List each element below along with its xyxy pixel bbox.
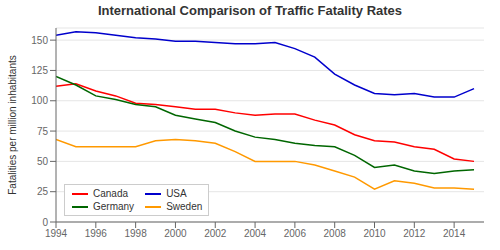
- svg-text:1994: 1994: [45, 228, 68, 239]
- html-text:Sweden: Sweden: [166, 201, 203, 212]
- svg-text:2012: 2012: [403, 228, 426, 239]
- html-text:USA: USA: [166, 188, 187, 199]
- svg-text:0: 0: [42, 217, 48, 228]
- html-text:International Comparison of Tr: International Comparison of Traffic Fata…: [97, 3, 403, 18]
- svg-text:150: 150: [31, 35, 48, 46]
- svg-text:50: 50: [37, 156, 49, 167]
- svg-text:2004: 2004: [244, 228, 267, 239]
- html-text:Germany: Germany: [93, 201, 135, 212]
- svg-text:75: 75: [37, 126, 49, 137]
- svg-text:25: 25: [37, 186, 49, 197]
- svg-text:2000: 2000: [164, 228, 187, 239]
- svg-text:2002: 2002: [204, 228, 227, 239]
- svg-text:100: 100: [31, 95, 48, 106]
- svg-text:2008: 2008: [324, 228, 347, 239]
- svg-text:125: 125: [31, 65, 48, 76]
- svg-text:Fatalities per million inhabit: Fatalities per million inhabitants: [8, 55, 18, 195]
- svg-text:1998: 1998: [125, 228, 148, 239]
- svg-text:2006: 2006: [284, 228, 307, 239]
- svg-text:1996: 1996: [85, 228, 108, 239]
- svg-text:2014: 2014: [443, 228, 466, 239]
- svg-text:2010: 2010: [363, 228, 386, 239]
- html-text:Canada: Canada: [93, 188, 128, 199]
